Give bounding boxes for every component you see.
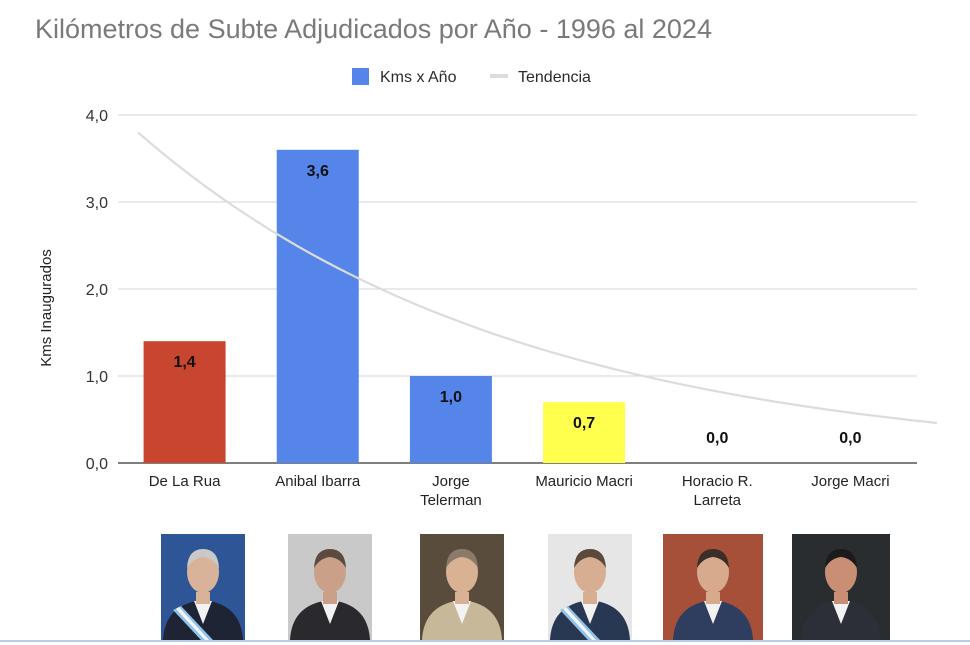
legend-swatch-kms	[352, 68, 369, 85]
photo-neck	[583, 592, 597, 604]
bars	[143, 149, 626, 464]
x-tick-label: Anibal Ibarra	[275, 473, 361, 490]
photo-shirt	[453, 601, 471, 624]
trendline-path	[137, 131, 938, 425]
data-label: 0,0	[706, 430, 728, 447]
photo-shirt	[581, 601, 599, 624]
data-label: 1,0	[440, 389, 462, 406]
y-tick-label: 0,0	[86, 456, 108, 473]
gridlines	[118, 114, 917, 464]
y-tick-label: 2,0	[86, 282, 108, 299]
bar	[143, 341, 226, 463]
x-tick-label: Jorge Macri	[811, 473, 889, 490]
trendline	[137, 131, 938, 425]
data-label: 0,7	[573, 415, 595, 432]
legend-label-kms: Kms x Año	[380, 69, 457, 86]
data-label: 3,6	[307, 163, 329, 180]
bar-chart: Kms x Año Tendencia 0,0 1,0 2,0 3,0 4,0 Kms …	[38, 68, 938, 509]
photo-shirt	[704, 601, 722, 624]
x-tick-label: Jorge Telerman	[420, 473, 482, 509]
chart-legend: Kms x Año Tendencia	[352, 68, 591, 86]
data-label: 1,4	[173, 354, 195, 371]
bar	[409, 376, 492, 463]
x-tick-label: De La Rua	[149, 473, 221, 490]
photo-neck	[834, 592, 848, 604]
y-tick-label: 4,0	[86, 108, 108, 125]
photo-neck	[323, 592, 337, 604]
photo-anibal-ibarra	[288, 534, 372, 640]
photo-hair	[825, 549, 857, 568]
photo-hair	[697, 549, 729, 568]
photo-neck	[196, 592, 210, 604]
photo-jorge-telerman	[420, 534, 504, 640]
photo-face	[825, 551, 857, 593]
photo-sash-stripe	[563, 607, 596, 640]
photo-shirt	[832, 601, 850, 624]
photo-sash-stripe	[176, 607, 209, 640]
photo-hair	[187, 549, 219, 568]
legend-label-tendencia: Tendencia	[518, 69, 591, 86]
bottom-divider	[0, 640, 970, 642]
data-labels: 1,4 3,6 1,0 0,7 0,0 0,0	[173, 163, 861, 447]
data-label: 0,0	[839, 430, 861, 447]
photo-mauricio-macri	[548, 534, 632, 640]
photo-shirt	[321, 601, 339, 624]
photo-de-la-rua	[161, 534, 245, 640]
photo-hair	[446, 549, 478, 568]
photo-shirt	[194, 601, 212, 624]
photo-face	[446, 551, 478, 593]
x-axis-ticks: De La Rua Anibal Ibarra Jorge Telerman Mauri…	[149, 473, 890, 509]
photo-face	[187, 551, 219, 593]
photo-horacio-larreta	[663, 534, 763, 640]
photo-face	[574, 551, 606, 593]
photo-jorge-macri	[792, 534, 890, 640]
y-axis-label: Kms Inaugurados	[38, 249, 55, 367]
y-tick-label: 1,0	[86, 369, 108, 386]
photo-face	[697, 551, 729, 593]
y-tick-label: 3,0	[86, 195, 108, 212]
photo-face	[314, 551, 346, 593]
bar	[543, 402, 626, 463]
photo-hair	[574, 549, 606, 568]
photo-neck	[706, 592, 720, 604]
bar	[276, 149, 359, 464]
x-tick-label: Horacio R. Larreta	[682, 473, 753, 509]
photo-neck	[455, 592, 469, 604]
chart-title: Kilómetros de Subte Adjudicados por Año …	[35, 14, 712, 44]
y-axis-ticks: 0,0 1,0 2,0 3,0 4,0	[86, 108, 108, 473]
x-tick-label: Mauricio Macri	[535, 473, 633, 490]
photo-hair	[314, 549, 346, 568]
